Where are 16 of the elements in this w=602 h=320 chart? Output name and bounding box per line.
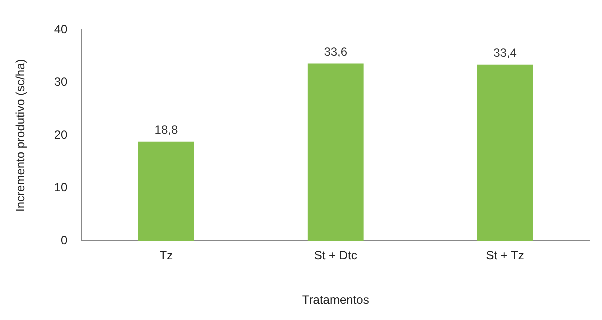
- x-tick-label: St + Tz: [486, 248, 524, 263]
- y-tick-label: 10: [54, 180, 68, 195]
- data-label: 33,4: [494, 46, 518, 60]
- bar: [477, 64, 534, 242]
- y-tick-label: 0: [61, 234, 68, 248]
- y-tick-label: 40: [54, 22, 68, 36]
- data-label: 18,8: [154, 123, 178, 138]
- bar: [138, 142, 194, 242]
- data-label: 33,6: [324, 45, 348, 60]
- x-axis-title: Tratamentos: [302, 293, 370, 308]
- y-tick-label: 20: [54, 128, 68, 142]
- bar: [308, 64, 364, 242]
- x-tick-label: St + Dtc: [314, 248, 358, 263]
- y-axis-title: Incremento produtivo (sc/ha): [14, 59, 28, 212]
- x-tick-label: Tz: [160, 248, 174, 263]
- y-tick-label: 30: [54, 75, 68, 90]
